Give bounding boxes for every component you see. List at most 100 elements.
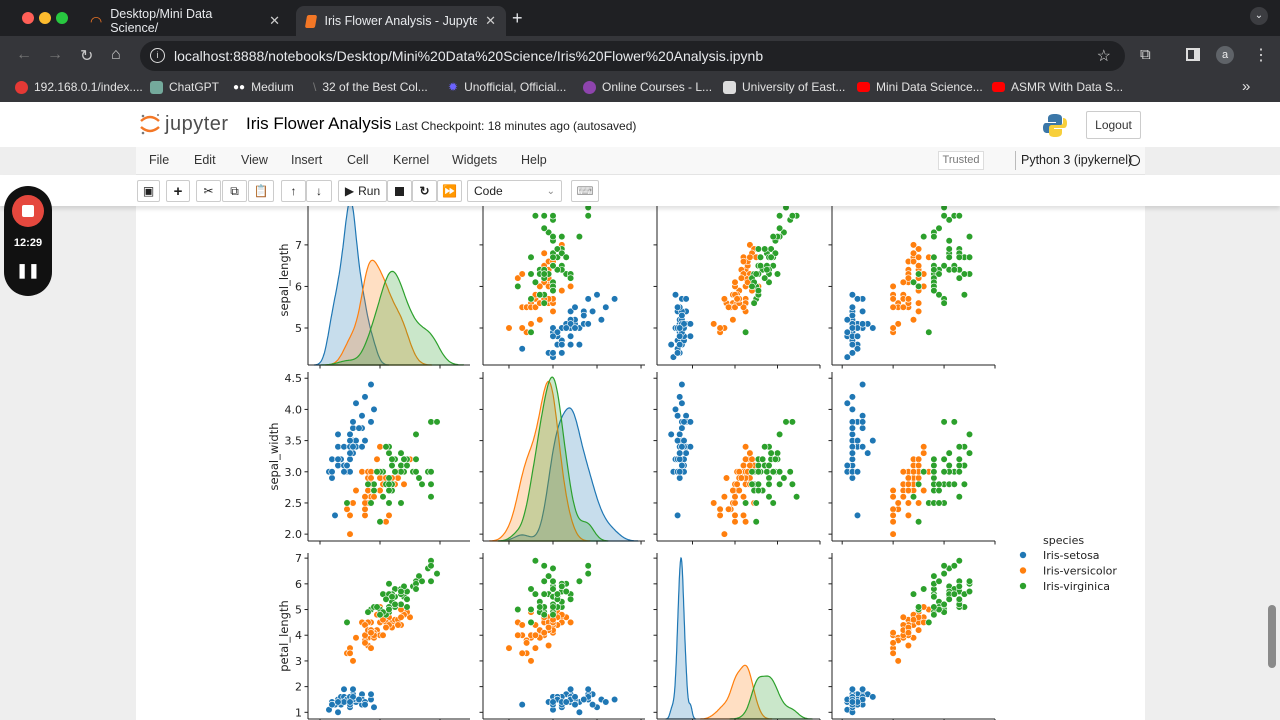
point-iris-setosa	[853, 468, 862, 476]
profile-avatar[interactable]: a	[1216, 46, 1234, 64]
save-button[interactable]: ▣	[137, 180, 160, 202]
menu-edit[interactable]: Edit	[194, 153, 216, 167]
point-iris-setosa	[848, 474, 857, 482]
point-iris-setosa	[355, 424, 363, 432]
close-tab-icon[interactable]: ✕	[269, 13, 280, 28]
insert-cell-button[interactable]: +	[166, 180, 190, 202]
point-iris-setosa	[610, 295, 619, 303]
point-iris-versicolor	[361, 493, 369, 501]
menu-file[interactable]: File	[149, 153, 170, 167]
point-iris-virginica	[955, 557, 963, 565]
reload-icon[interactable]: ↻	[80, 48, 94, 65]
point-iris-versicolor	[729, 486, 737, 495]
point-iris-setosa	[673, 437, 682, 445]
maximize-window-button[interactable]	[56, 12, 68, 24]
page-scrollbar[interactable]	[1268, 605, 1276, 668]
bookmark-6[interactable]: Online Courses - L...	[583, 80, 712, 94]
tab-search-chevron-icon[interactable]: ⌄	[1250, 7, 1268, 25]
point-iris-versicolor	[346, 649, 354, 657]
interrupt-button[interactable]	[387, 180, 412, 202]
cut-button[interactable]: ✂	[196, 180, 221, 202]
stop-recording-button[interactable]	[12, 195, 44, 227]
point-iris-versicolor	[746, 449, 754, 457]
point-iris-setosa	[558, 349, 566, 357]
chatgpt-icon	[150, 80, 163, 94]
point-iris-virginica	[950, 418, 958, 426]
point-iris-virginica	[773, 449, 782, 457]
command-palette-button[interactable]: ⌨	[571, 180, 599, 202]
bookmark-2[interactable]: ChatGPT	[150, 80, 219, 94]
address-bar[interactable]: i localhost:8888/notebooks/Desktop/Mini%…	[140, 41, 1125, 71]
point-iris-versicolor	[505, 644, 513, 652]
bookmark-1[interactable]: 192.168.0.1/index....	[15, 80, 143, 94]
bookmark-5[interactable]: ✹ Unofficial, Official...	[448, 80, 566, 94]
more-bookmarks-button[interactable]: »	[1242, 78, 1251, 95]
point-iris-virginica	[955, 443, 963, 451]
point-iris-setosa	[676, 430, 684, 439]
sidebar-icon[interactable]	[1186, 48, 1200, 61]
bookmark-8[interactable]: Mini Data Science...	[857, 80, 983, 94]
kernel-name[interactable]: Python 3 (ipykernel)	[1021, 153, 1133, 167]
point-iris-versicolor	[889, 505, 897, 513]
point-iris-setosa	[848, 324, 857, 332]
minimize-window-button[interactable]	[39, 12, 51, 24]
point-iris-virginica	[930, 474, 938, 482]
point-iris-versicolor	[739, 303, 748, 311]
point-iris-setosa	[334, 455, 342, 463]
point-iris-versicolor	[536, 282, 544, 291]
point-iris-virginica	[955, 468, 963, 476]
new-tab-button[interactable]: +	[512, 8, 523, 28]
point-iris-virginica	[527, 618, 535, 627]
restart-button[interactable]: ↻	[412, 180, 437, 202]
point-iris-setosa	[571, 324, 579, 332]
point-iris-virginica	[965, 253, 974, 261]
point-iris-setosa	[671, 291, 680, 299]
home-icon[interactable]: ⌂	[111, 46, 121, 63]
move-down-button[interactable]: ↓	[306, 180, 332, 202]
point-iris-versicolor	[889, 486, 897, 495]
bookmark-7[interactable]: University of East...	[723, 80, 845, 94]
point-iris-virginica	[765, 493, 773, 501]
bookmark-label: Online Courses - L...	[602, 80, 713, 94]
extensions-icon[interactable]: ⧉	[1140, 46, 1151, 63]
menu-kernel[interactable]: Kernel	[393, 153, 430, 167]
paste-button[interactable]: 📋	[248, 180, 274, 202]
point-iris-versicolor	[527, 657, 535, 665]
copy-button[interactable]: ⧉	[222, 180, 247, 202]
legend-marker-iris-virginica	[1019, 582, 1027, 590]
site-info-icon[interactable]: i	[150, 48, 165, 63]
trusted-badge[interactable]: Trusted	[938, 151, 984, 170]
menu-insert[interactable]: Insert	[291, 153, 323, 167]
run-button[interactable]: ▶ Run	[338, 180, 387, 202]
jupyter-logo-icon[interactable]	[139, 112, 161, 136]
point-iris-virginica	[748, 468, 756, 476]
point-iris-virginica	[558, 233, 566, 241]
y-axis-label: sepal_width	[267, 422, 281, 490]
menu-widgets[interactable]: Widgets	[452, 153, 498, 167]
close-window-button[interactable]	[22, 12, 34, 24]
forward-icon[interactable]: →	[47, 46, 63, 63]
move-up-button[interactable]: ↑	[281, 180, 306, 202]
bookmark-4[interactable]: \ 32 of the Best Col...	[313, 80, 428, 94]
restart-run-all-button[interactable]: ⏩	[437, 180, 462, 202]
bookmark-3[interactable]: ●● Medium	[233, 80, 294, 94]
point-iris-setosa	[869, 324, 877, 332]
pause-recording-button[interactable]: ❚❚	[16, 262, 40, 278]
logout-button[interactable]: Logout	[1086, 111, 1141, 139]
bookmark-9[interactable]: ASMR With Data S...	[992, 80, 1123, 94]
tab-iris-notebook[interactable]: Iris Flower Analysis - Jupyter ✕	[296, 6, 506, 36]
point-iris-versicolor	[536, 316, 544, 324]
back-icon[interactable]: ←	[16, 46, 32, 63]
tab-desktop[interactable]: ◠ Desktop/Mini Data Science/ ✕	[80, 6, 290, 36]
menu-help[interactable]: Help	[521, 153, 547, 167]
point-iris-setosa	[558, 341, 566, 349]
notebook-title[interactable]: Iris Flower Analysis	[246, 114, 392, 133]
browser-menu-icon[interactable]: ⋮	[1253, 47, 1269, 64]
close-tab-icon[interactable]: ✕	[485, 13, 496, 28]
cell-type-select[interactable]: Code ⌄	[467, 180, 562, 202]
point-iris-virginica	[527, 585, 535, 593]
point-iris-setosa	[334, 430, 342, 439]
menu-view[interactable]: View	[241, 153, 268, 167]
bookmark-star-icon[interactable]: ☆	[1096, 48, 1111, 65]
menu-cell[interactable]: Cell	[347, 153, 369, 167]
